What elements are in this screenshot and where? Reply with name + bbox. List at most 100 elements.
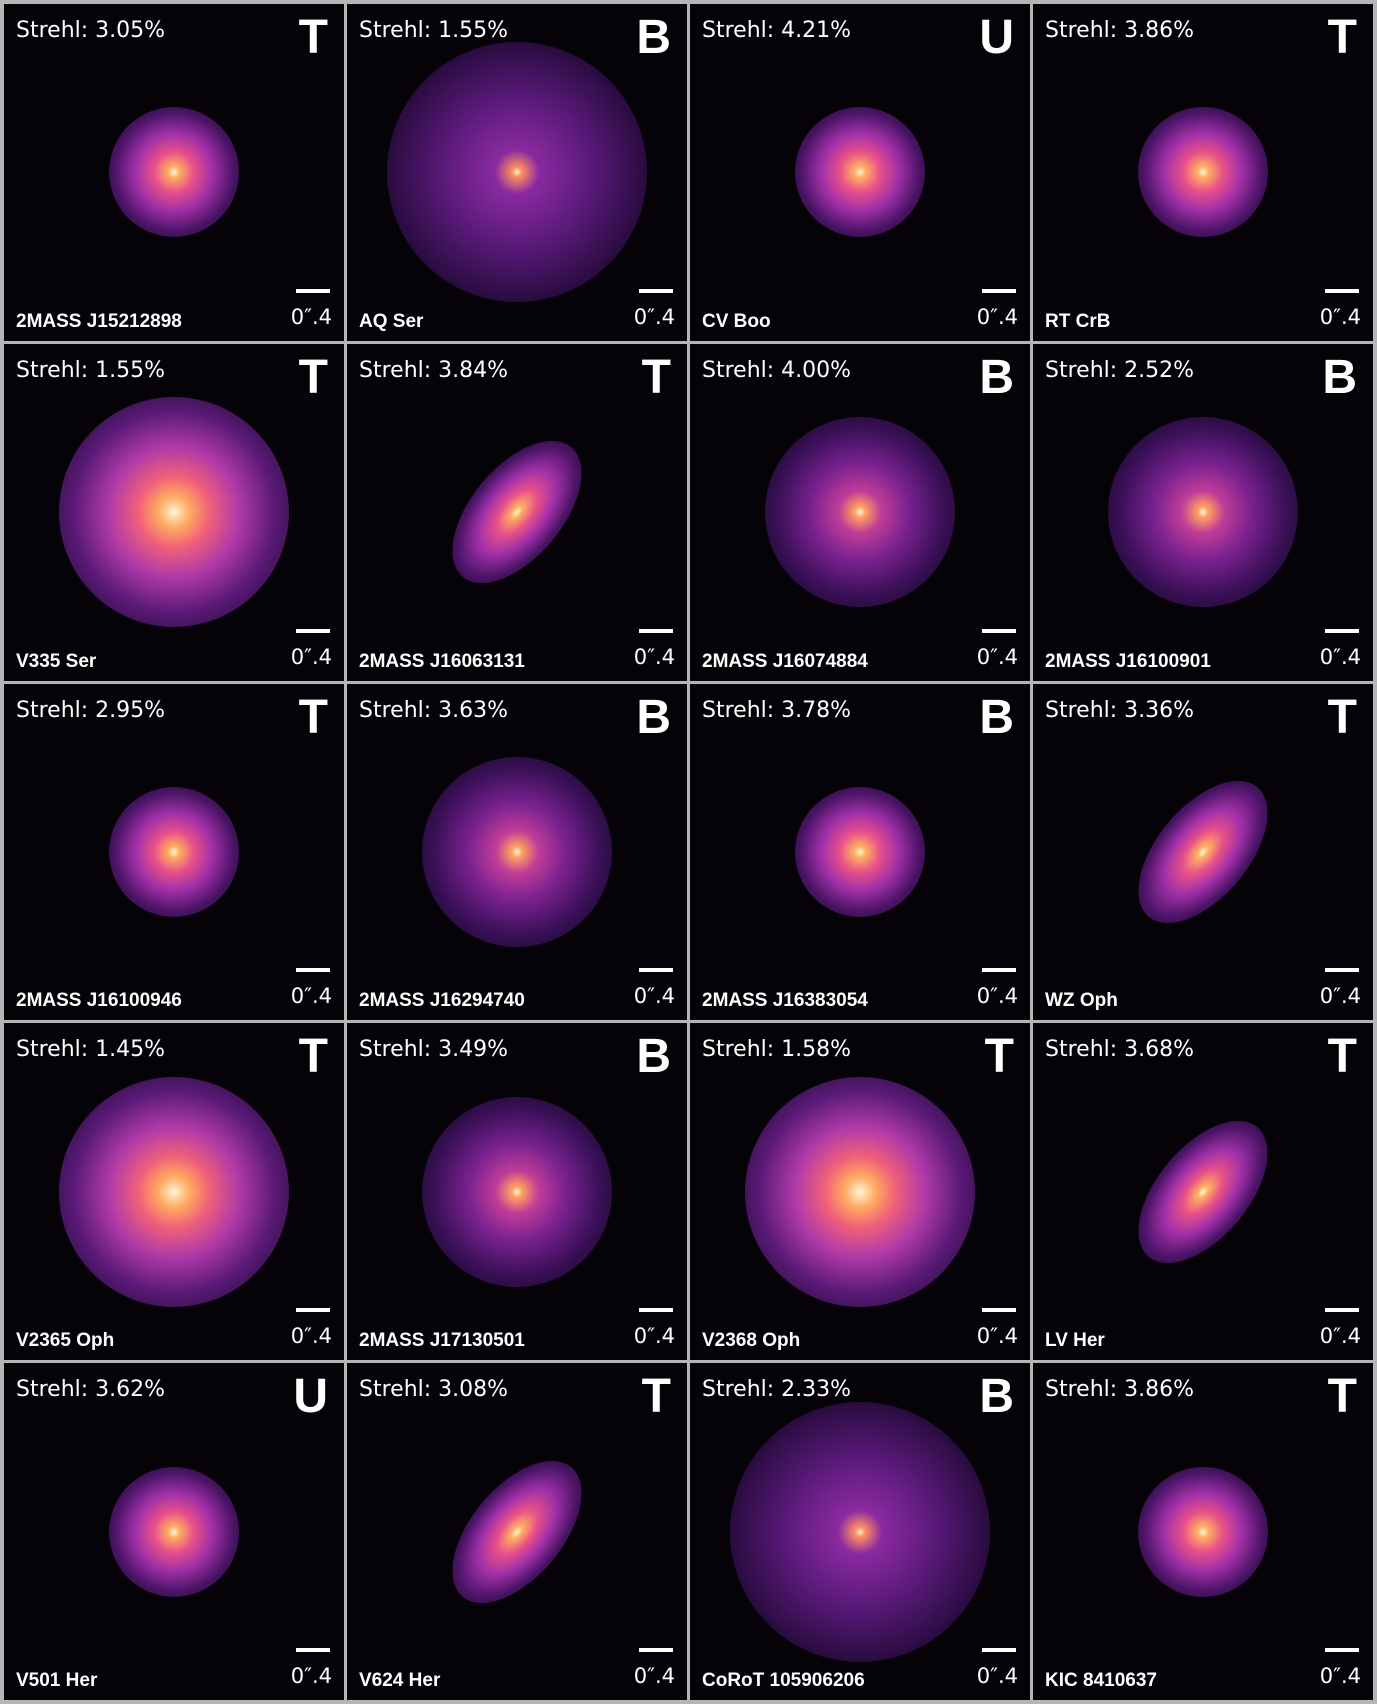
figure-grid: Strehl: 3.05%T2MASS J152128980″.4Strehl:… [0, 0, 1377, 1704]
psf-image [422, 757, 612, 947]
scale-label: 0″.4 [291, 645, 332, 669]
scale-label: 0″.4 [634, 1324, 675, 1348]
scale-label: 0″.4 [977, 1664, 1018, 1688]
target-name: CoRoT 105906206 [702, 1670, 865, 1692]
psf-image [422, 1097, 612, 1287]
class-letter: T [1328, 690, 1357, 745]
target-name: KIC 8410637 [1045, 1670, 1157, 1692]
target-name: V335 Ser [16, 651, 96, 673]
scale-bar [296, 629, 330, 633]
image-panel: Strehl: 3.05% T 2MASS J15212898 0″.4 [4, 4, 344, 341]
scale-bar [982, 629, 1016, 633]
scale-label: 0″.4 [634, 305, 675, 329]
class-letter: U [293, 1369, 328, 1424]
scale-label: 0″.4 [1320, 1664, 1361, 1688]
psf-image [59, 1077, 289, 1307]
target-name: 2MASS J16100901 [1045, 651, 1211, 673]
class-letter: B [979, 1369, 1014, 1424]
class-letter: B [979, 690, 1014, 745]
class-letter: T [299, 690, 328, 745]
scale-label: 0″.4 [1320, 984, 1361, 1008]
strehl-label: Strehl: 1.55% [359, 18, 508, 43]
psf-image [387, 42, 647, 302]
strehl-label: Strehl: 1.58% [702, 1037, 851, 1062]
target-name: 2MASS J16100946 [16, 990, 182, 1012]
scale-label: 0″.4 [291, 305, 332, 329]
scale-bar [639, 1648, 673, 1652]
psf-image [1138, 1467, 1268, 1597]
target-name: 2MASS J15212898 [16, 311, 182, 333]
image-panel: Strehl: 2.95% T 2MASS J16100946 0″.4 [4, 684, 344, 1021]
strehl-label: Strehl: 3.68% [1045, 1037, 1194, 1062]
scale-bar [639, 289, 673, 293]
class-letter: T [299, 1029, 328, 1084]
scale-bar [982, 289, 1016, 293]
target-name: V2368 Oph [702, 1330, 800, 1352]
target-name: 2MASS J16383054 [702, 990, 868, 1012]
scale-bar [639, 1308, 673, 1312]
scale-label: 0″.4 [291, 1664, 332, 1688]
class-letter: T [1328, 10, 1357, 65]
psf-image [730, 1402, 990, 1662]
target-name: V2365 Oph [16, 1330, 114, 1352]
target-name: AQ Ser [359, 311, 423, 333]
strehl-label: Strehl: 3.36% [1045, 698, 1194, 723]
psf-image [109, 787, 239, 917]
scale-label: 0″.4 [1320, 1324, 1361, 1348]
class-letter: T [1328, 1029, 1357, 1084]
scale-label: 0″.4 [634, 1664, 675, 1688]
target-name: 2MASS J17130501 [359, 1330, 525, 1352]
target-name: RT CrB [1045, 311, 1110, 333]
strehl-label: Strehl: 3.08% [359, 1377, 508, 1402]
scale-label: 0″.4 [977, 645, 1018, 669]
scale-bar [982, 1308, 1016, 1312]
target-name: CV Boo [702, 311, 771, 333]
class-letter: T [299, 10, 328, 65]
psf-image [59, 397, 289, 627]
target-name: 2MASS J16074884 [702, 651, 868, 673]
strehl-label: Strehl: 1.45% [16, 1037, 165, 1062]
target-name: WZ Oph [1045, 990, 1118, 1012]
psf-image [1114, 758, 1292, 946]
strehl-label: Strehl: 3.78% [702, 698, 851, 723]
scale-bar [1325, 968, 1359, 972]
strehl-label: Strehl: 2.95% [16, 698, 165, 723]
class-letter: T [642, 1369, 671, 1424]
scale-bar [296, 1648, 330, 1652]
psf-image [428, 418, 606, 606]
strehl-label: Strehl: 1.55% [16, 358, 165, 383]
scale-bar [296, 968, 330, 972]
class-letter: B [636, 1029, 671, 1084]
scale-label: 0″.4 [291, 1324, 332, 1348]
strehl-label: Strehl: 3.49% [359, 1037, 508, 1062]
strehl-label: Strehl: 3.62% [16, 1377, 165, 1402]
scale-bar [1325, 289, 1359, 293]
image-panel: Strehl: 3.36% T WZ Oph 0″.4 [1033, 684, 1373, 1021]
scale-bar [1325, 1308, 1359, 1312]
psf-image [745, 1077, 975, 1307]
class-letter: U [979, 10, 1014, 65]
scale-label: 0″.4 [291, 984, 332, 1008]
class-letter: T [642, 350, 671, 405]
psf-image [765, 417, 955, 607]
class-letter: T [985, 1029, 1014, 1084]
strehl-label: Strehl: 3.84% [359, 358, 508, 383]
class-letter: B [636, 10, 671, 65]
class-letter: T [1328, 1369, 1357, 1424]
strehl-label: Strehl: 4.21% [702, 18, 851, 43]
strehl-label: Strehl: 3.05% [16, 18, 165, 43]
scale-label: 0″.4 [634, 984, 675, 1008]
target-name: 2MASS J16294740 [359, 990, 525, 1012]
strehl-label: Strehl: 3.86% [1045, 18, 1194, 43]
scale-bar [982, 1648, 1016, 1652]
image-panel: Strehl: 1.55% B AQ Ser 0″.4 [347, 4, 687, 341]
scale-bar [296, 1308, 330, 1312]
